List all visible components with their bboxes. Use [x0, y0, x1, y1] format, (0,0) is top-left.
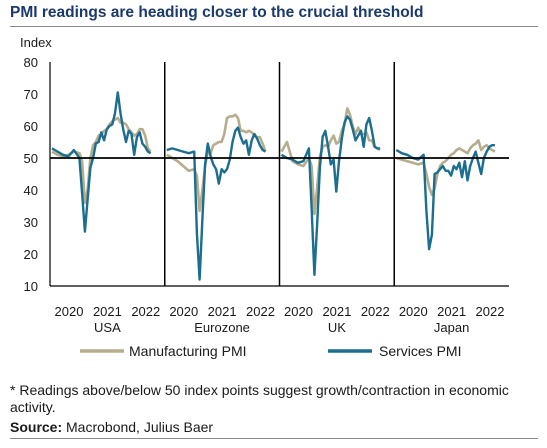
panel-label-eurozone: Eurozone: [194, 320, 250, 335]
y-tick-label: 40: [24, 183, 38, 198]
legend-label-services-pmi: Services PMI: [379, 343, 461, 359]
series-layer: [51, 91, 496, 281]
chart-title: PMI readings are heading closer to the c…: [10, 4, 424, 21]
y-tick-label: 60: [24, 119, 38, 134]
panel-label-uk: UK: [328, 320, 346, 335]
x-tick-label: 2020: [169, 304, 198, 319]
y-tick-label: 80: [24, 55, 38, 70]
bottom-divider: [10, 438, 538, 439]
x-tick-label: 2021: [93, 304, 122, 319]
y-tick-label: 70: [24, 87, 38, 102]
legend: Manufacturing PMI Services PMI: [80, 343, 461, 359]
axes-frame: [49, 62, 509, 287]
legend-label-manufacturing-pmi: Manufacturing PMI: [129, 343, 247, 359]
footnote: * Readings above/below 50 index points s…: [10, 382, 509, 415]
title-divider: [10, 26, 538, 27]
x-tick-label: 2021: [322, 304, 351, 319]
x-tick-label: 2020: [55, 304, 84, 319]
y-tick-label: 10: [24, 279, 38, 294]
usa-services-pmi-line: [51, 91, 152, 233]
y-tick-label: 50: [24, 151, 38, 166]
usa-manufacturing-pmi-line: [51, 116, 152, 205]
x-tick-label: 2020: [399, 304, 428, 319]
source-label: Source:: [10, 419, 63, 435]
y-tick-label: 20: [24, 247, 38, 262]
x-tick-label: 2022: [361, 304, 390, 319]
source-line: Source: Macrobond, Julius Baer: [10, 419, 213, 435]
x-tick-label: 2021: [437, 304, 466, 319]
x-tick-label: 2021: [208, 304, 237, 319]
japan-services-pmi-line: [395, 143, 495, 251]
panel-label-japan: Japan: [434, 320, 469, 335]
panel-label-usa: USA: [94, 320, 121, 335]
x-tick-label: 2020: [284, 304, 313, 319]
y-axis-ticks: 10 20 30 40 50 60 70 80: [24, 55, 38, 294]
x-tick-label: 2022: [131, 304, 160, 319]
x-tick-label: 2022: [476, 304, 505, 319]
y-axis-label: Index: [20, 35, 52, 50]
y-tick-label: 30: [24, 215, 38, 230]
x-tick-label: 2022: [246, 304, 275, 319]
eurozone-manufacturing-pmi-line: [166, 113, 267, 213]
eurozone-services-pmi-line: [166, 126, 266, 281]
source-text: Macrobond, Julius Baer: [66, 419, 214, 435]
